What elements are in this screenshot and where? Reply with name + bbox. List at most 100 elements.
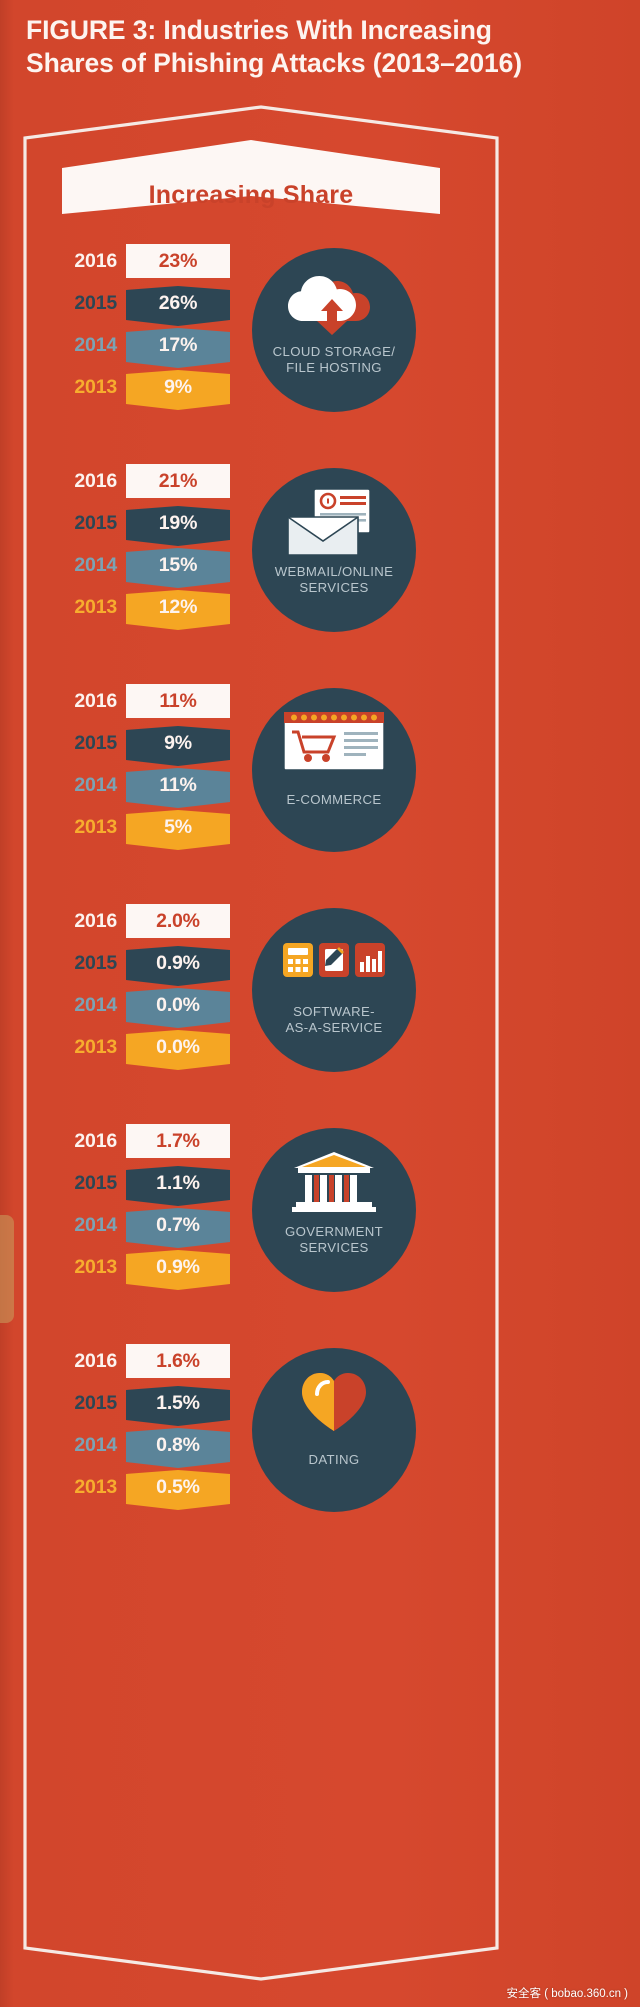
value-label: 0.9% bbox=[156, 951, 200, 974]
bar-row: 2014 17% bbox=[48, 328, 238, 370]
bar-row: 2013 0.9% bbox=[48, 1250, 238, 1292]
industry-icon-circle: CLOUD STORAGE/ FILE HOSTING bbox=[252, 248, 416, 412]
value-label: 19% bbox=[158, 511, 198, 534]
year-bars: 2016 2.0% 2015 0.9% 2014 0.0% 2013 bbox=[48, 904, 238, 1072]
value-label: 0.7% bbox=[156, 1213, 200, 1236]
frame-outline-svg bbox=[23, 105, 499, 1981]
value-label: 21% bbox=[158, 469, 198, 492]
value-label: 1.7% bbox=[156, 1129, 200, 1152]
industry-group: 2016 1.7% 2015 1.1% 2014 0.7% 2013 bbox=[48, 1124, 468, 1300]
year-label: 2016 bbox=[74, 1350, 117, 1372]
bar-row: 2013 9% bbox=[48, 370, 238, 412]
bar-row: 2013 12% bbox=[48, 590, 238, 632]
bar-row: 2014 0.0% bbox=[48, 988, 238, 1030]
value-chevron: 19% bbox=[126, 506, 230, 546]
value-label: 1.6% bbox=[156, 1349, 200, 1372]
value-label: 5% bbox=[164, 815, 192, 838]
industry-group: 2016 1.6% 2015 1.5% 2014 0.8% 2013 bbox=[48, 1344, 468, 1520]
value-chevron: 17% bbox=[126, 328, 230, 368]
bar-row: 2015 1.5% bbox=[48, 1386, 238, 1428]
value-label: 0.9% bbox=[156, 1255, 200, 1278]
year-label: 2016 bbox=[74, 250, 117, 272]
industry-group: 2016 11% 2015 9% 2014 11% 2013 bbox=[48, 684, 468, 860]
bar-row: 2015 0.9% bbox=[48, 946, 238, 988]
envelope-mail-icon bbox=[252, 482, 416, 562]
bar-row: 2014 0.7% bbox=[48, 1208, 238, 1250]
value-label: 0.8% bbox=[156, 1433, 200, 1456]
page-title: FIGURE 3: Industries With Increasing Sha… bbox=[26, 15, 522, 78]
industry-icon-circle: GOVERNMENT SERVICES bbox=[252, 1128, 416, 1292]
value-label: 15% bbox=[158, 553, 198, 576]
year-label: 2014 bbox=[74, 774, 117, 796]
value-chevron: 0.5% bbox=[126, 1470, 230, 1510]
year-label: 2013 bbox=[74, 1256, 117, 1278]
year-label: 2015 bbox=[74, 1172, 117, 1194]
bar-row: 2015 1.1% bbox=[48, 1166, 238, 1208]
app-tiles-icon bbox=[252, 922, 416, 1002]
value-label: 23% bbox=[158, 249, 198, 272]
year-label: 2015 bbox=[74, 732, 117, 754]
value-chevron: 15% bbox=[126, 548, 230, 588]
year-bars: 2016 11% 2015 9% 2014 11% 2013 bbox=[48, 684, 238, 852]
industry-icon-circle: WEBMAIL/ONLINE SERVICES bbox=[252, 468, 416, 632]
value-label: 12% bbox=[158, 595, 198, 618]
year-label: 2015 bbox=[74, 952, 117, 974]
industry-caption: SOFTWARE- AS-A-SERVICE bbox=[285, 1004, 383, 1035]
year-bars: 2016 23% 2015 26% 2014 17% 2013 bbox=[48, 244, 238, 412]
year-label: 2015 bbox=[74, 292, 117, 314]
year-label: 2013 bbox=[74, 1036, 117, 1058]
year-label: 2013 bbox=[74, 1476, 117, 1498]
industry-icon-circle: DATING bbox=[252, 1348, 416, 1512]
year-label: 2015 bbox=[74, 1392, 117, 1414]
left-edge-notch bbox=[0, 1215, 14, 1323]
bar-row: 2013 0.0% bbox=[48, 1030, 238, 1072]
industry-caption: GOVERNMENT SERVICES bbox=[284, 1224, 383, 1255]
value-chevron: 26% bbox=[126, 286, 230, 326]
industry-caption: WEBMAIL/ONLINE SERVICES bbox=[274, 564, 394, 595]
value-chevron: 12% bbox=[126, 590, 230, 630]
value-chevron: 0.9% bbox=[126, 946, 230, 986]
year-label: 2016 bbox=[74, 690, 117, 712]
value-label: 1.5% bbox=[156, 1391, 200, 1414]
bar-row: 2016 11% bbox=[48, 684, 238, 726]
value-label: 9% bbox=[164, 375, 192, 398]
bar-row: 2014 0.8% bbox=[48, 1428, 238, 1470]
value-chevron: 1.1% bbox=[126, 1166, 230, 1206]
year-label: 2014 bbox=[74, 334, 117, 356]
industry-group: 2016 21% 2015 19% 2014 15% 2013 bbox=[48, 464, 468, 640]
value-chevron: 2.0% bbox=[126, 904, 230, 944]
value-chevron: 11% bbox=[126, 684, 230, 724]
value-chevron: 0.0% bbox=[126, 988, 230, 1028]
increasing-share-banner: Increasing Share bbox=[62, 140, 440, 232]
year-label: 2015 bbox=[74, 512, 117, 534]
industry-icon-circle: E-COMMERCE bbox=[252, 688, 416, 852]
bar-row: 2015 26% bbox=[48, 286, 238, 328]
banner-shape-icon bbox=[62, 140, 440, 214]
value-chevron: 9% bbox=[126, 370, 230, 410]
value-chevron: 11% bbox=[126, 768, 230, 808]
year-bars: 2016 1.6% 2015 1.5% 2014 0.8% 2013 bbox=[48, 1344, 238, 1512]
value-label: 26% bbox=[158, 291, 198, 314]
year-label: 2013 bbox=[74, 376, 117, 398]
frame-outline bbox=[22, 104, 500, 1982]
bar-row: 2016 21% bbox=[48, 464, 238, 506]
watermark: 安全客 ( bobao.360.cn ) bbox=[506, 1988, 628, 2000]
value-label: 9% bbox=[164, 731, 192, 754]
value-label: 11% bbox=[159, 689, 197, 712]
year-label: 2013 bbox=[74, 816, 117, 838]
value-chevron: 1.5% bbox=[126, 1386, 230, 1426]
bar-row: 2013 5% bbox=[48, 810, 238, 852]
shopping-cart-browser-icon bbox=[252, 702, 416, 782]
bar-row: 2013 0.5% bbox=[48, 1470, 238, 1512]
industry-caption: DATING bbox=[308, 1452, 360, 1467]
year-label: 2014 bbox=[74, 994, 117, 1016]
bar-row: 2016 23% bbox=[48, 244, 238, 286]
year-label: 2013 bbox=[74, 596, 117, 618]
bar-row: 2015 9% bbox=[48, 726, 238, 768]
year-label: 2014 bbox=[74, 554, 117, 576]
industry-group: 2016 23% 2015 26% 2014 17% 2013 bbox=[48, 244, 468, 420]
industry-caption: E-COMMERCE bbox=[286, 792, 382, 807]
bar-row: 2016 2.0% bbox=[48, 904, 238, 946]
industry-group: 2016 2.0% 2015 0.9% 2014 0.0% 2013 bbox=[48, 904, 468, 1080]
banner-label: Increasing Share bbox=[148, 180, 354, 209]
